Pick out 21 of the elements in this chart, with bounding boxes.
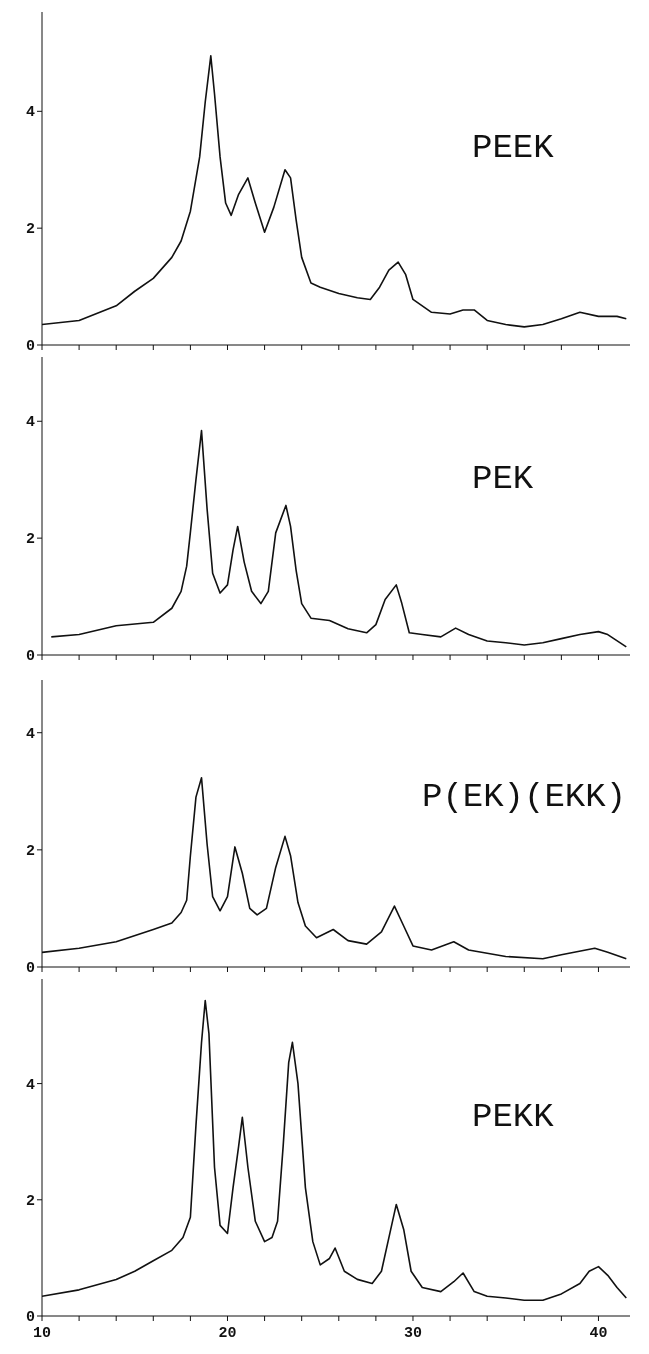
x-tick-label: 10 bbox=[32, 1325, 52, 1342]
y-tick-label: 4 bbox=[25, 725, 35, 743]
y-tick-label: 0 bbox=[25, 960, 35, 977]
y-tick-label: 4 bbox=[25, 104, 35, 122]
y-tick-label: 2 bbox=[25, 531, 35, 549]
y-tick-label: 4 bbox=[25, 1076, 35, 1094]
text: P(EK)(EKK) bbox=[422, 778, 627, 817]
line-series bbox=[50, 429, 628, 648]
x-tick-label: 30 bbox=[403, 1325, 422, 1342]
y-tick-label: 0 bbox=[25, 1309, 35, 1326]
y-tick-label: 0 bbox=[25, 338, 35, 355]
x-tick-label: 20 bbox=[218, 1325, 237, 1342]
y-tick-label: 0 bbox=[25, 648, 35, 665]
x-tick-label: 40 bbox=[589, 1325, 608, 1342]
text: PEEK bbox=[472, 129, 554, 168]
y-tick-label: 2 bbox=[25, 842, 35, 860]
y-tick-label: 4 bbox=[25, 414, 35, 432]
y-tick-label: 2 bbox=[25, 1192, 35, 1210]
text: PEKK bbox=[472, 1098, 554, 1137]
text: PEK bbox=[472, 459, 534, 498]
y-tick-label: 2 bbox=[25, 221, 35, 239]
